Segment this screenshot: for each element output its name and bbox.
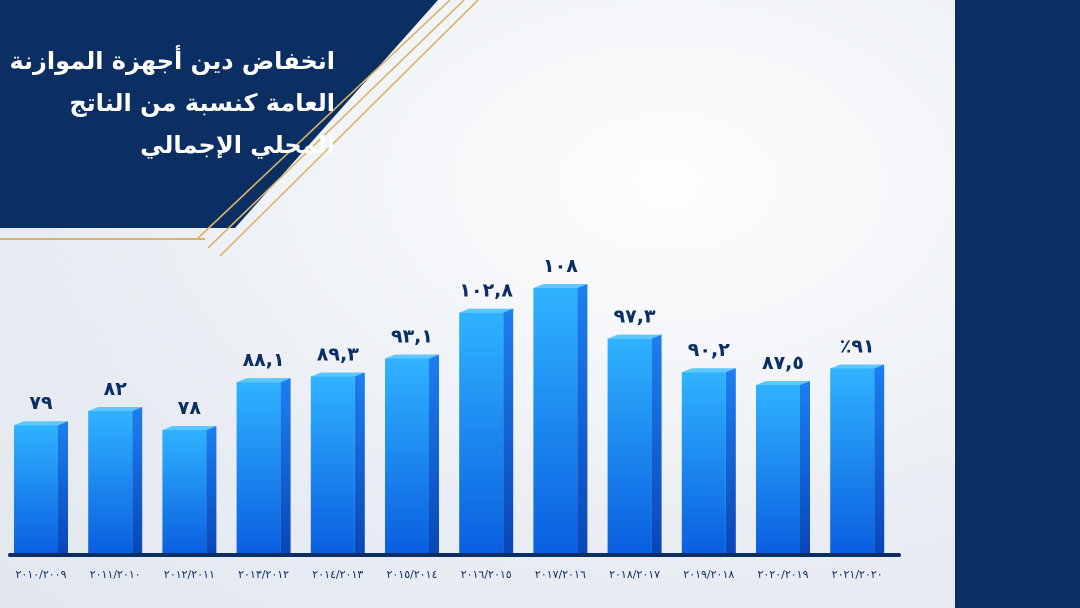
bar-top-face [830, 364, 885, 369]
bar-front-face [14, 425, 58, 553]
bar-10 [681, 368, 736, 553]
gold-stripe-2 [207, 0, 465, 249]
data-label: ١٠٢,٨ [459, 280, 513, 302]
gold-underline [0, 238, 205, 240]
bar-side-face [800, 381, 810, 553]
bar-front-face [236, 382, 281, 553]
data-label: ٩٠,٢ [688, 339, 730, 361]
bar-9 [607, 334, 662, 553]
bar-top-face [756, 381, 810, 386]
title-line-3: المحلي الإجمالي [140, 131, 335, 159]
data-label: ٩٣,١ [391, 326, 433, 348]
x-tick-label: ٢٠١٠/٢٠٠٩ [16, 568, 67, 581]
bar-side-face [577, 284, 588, 553]
bar-side-face [429, 354, 439, 553]
bar-side-face [280, 378, 291, 553]
bar-11 [756, 381, 810, 553]
bar-side-face [725, 368, 736, 553]
bar-front-face [533, 288, 578, 553]
bar-side-face [206, 425, 217, 553]
bar-top-face [459, 308, 514, 313]
x-tick-label: ٢٠١٧/٢٠١٦ [535, 568, 586, 581]
bar-top-face [236, 378, 291, 383]
title-banner [0, 0, 438, 228]
bar-front-face [830, 368, 875, 553]
bar-side-face [503, 308, 514, 553]
data-label: ٪٩١ [840, 335, 875, 357]
x-tick-label: ٢٠١٥/٢٠١٤ [387, 568, 438, 581]
bar-chart: ٧٩ ٨٢ ٧٨ ٨٨,١ ٨٩,٣ ٩٣,١ ١٠٢,٨ ١٠٨ ٩٧,٣ ٩٠,٢ ٨٧,٥ ٪٩… [8, 255, 901, 581]
bar-2 [88, 407, 143, 553]
bar-1 [14, 421, 68, 553]
data-label: ٨٨,١ [243, 349, 285, 371]
bar-top-face [607, 334, 662, 339]
bar-front-face [88, 411, 133, 553]
chart-title: انخفاض دين أجهزة الموازنة العامة كنسبة م… [0, 40, 335, 166]
bar-top-face [681, 368, 736, 373]
data-label: ٧٩ [29, 392, 53, 414]
title-line-1: انخفاض دين أجهزة الموازنة [9, 47, 335, 75]
x-tick-label: ٢٠١٤/٢٠١٣ [312, 568, 363, 581]
data-label: ٧٨ [178, 397, 202, 419]
bar-side-face [874, 364, 885, 553]
bar-6 [385, 354, 439, 553]
x-tick-label: ٢٠١٢/٢٠١١ [164, 568, 215, 581]
gold-stripe-3 [219, 0, 479, 257]
bar-side-face [651, 334, 662, 553]
bar-side-face [58, 421, 68, 553]
gold-stripe-1 [195, 0, 451, 241]
x-tick-label: ٢٠١٦/٢٠١٥ [461, 568, 512, 581]
bar-side-face [354, 372, 365, 553]
bar-12 [830, 364, 885, 553]
x-tick-label: ٢٠١٨/٢٠١٧ [609, 568, 660, 581]
bar-front-face [459, 312, 504, 553]
title-line-2: العامة كنسبة من الناتج [69, 89, 335, 117]
right-navy-band [955, 0, 1080, 608]
bar-top-face [88, 407, 143, 412]
bar-front-face [162, 429, 207, 553]
bar-top-face [14, 421, 68, 426]
bar-4 [236, 378, 291, 553]
data-label: ٨٩,٣ [317, 343, 359, 365]
bar-top-face [310, 372, 365, 377]
bar-front-face [607, 338, 652, 553]
bar-7 [459, 308, 514, 553]
x-tick-label: ٢٠٢١/٢٠٢٠ [832, 568, 883, 581]
x-tick-label: ٢٠١٣/٢٠١٢ [238, 568, 289, 581]
bar-front-face [385, 358, 429, 553]
bar-3 [162, 425, 217, 553]
data-label: ٩٧,٣ [614, 306, 656, 328]
bar-top-face [162, 425, 217, 430]
x-tick-label: ٢٠١١/٢٠١٠ [90, 568, 141, 581]
bar-5 [310, 372, 365, 553]
x-tick-label: ٢٠٢٠/٢٠١٩ [758, 568, 809, 581]
bar-front-face [681, 372, 726, 553]
bar-8 [533, 284, 588, 553]
x-tick-label: ٢٠١٩/٢٠١٨ [683, 568, 734, 581]
bar-top-face [385, 354, 439, 359]
data-label: ١٠٨ [543, 255, 578, 277]
bar-front-face [310, 376, 355, 553]
bar-front-face [756, 385, 800, 553]
bar-top-face [533, 284, 588, 288]
bar-side-face [132, 407, 143, 553]
data-label: ٨٢ [104, 378, 128, 400]
x-axis-line [8, 553, 901, 557]
data-label: ٨٧,٥ [762, 352, 804, 374]
